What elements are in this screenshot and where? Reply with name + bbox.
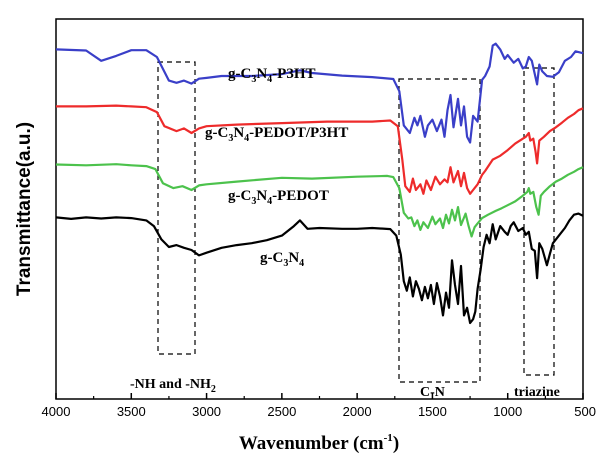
x-tick-label: 2000 — [343, 404, 372, 419]
cn-annotation: C-N — [420, 385, 445, 400]
series-label-g-c3n4: g-C3N4 — [260, 250, 304, 269]
x-tick-label: 3000 — [192, 404, 221, 419]
triazine-region-box — [523, 67, 555, 376]
x-tick-label: 4000 — [42, 404, 71, 419]
x-tick-label: 500 — [574, 404, 596, 419]
x-tick-label: 1500 — [418, 404, 447, 419]
cn-region-box — [398, 78, 481, 383]
x-tick-label: 1000 — [493, 404, 522, 419]
x-axis-ticks: 4000 3500 3000 2500 2000 1500 1000 500 — [42, 393, 596, 419]
y-axis-title: Transmittance(a.u.) — [14, 122, 35, 296]
series-lines — [55, 42, 584, 325]
series-label-pedot: g-C3N4-PEDOT — [228, 188, 329, 207]
nh-annotation: -NH and -NH2 — [130, 377, 216, 395]
x-tick-label: 3500 — [117, 404, 146, 419]
x-tick-label: 2500 — [267, 404, 296, 419]
triazine-annotation: triazine — [514, 385, 560, 400]
nh-region-box — [157, 61, 196, 355]
series-line-pedot — [55, 163, 584, 238]
series-label-p3ht: g-C3N4-P3HT — [228, 66, 316, 85]
series-line-p3ht — [55, 42, 584, 144]
series-label-pedot-p3ht: g-C3N4-PEDOT/P3HT — [205, 125, 348, 144]
series-line-g-c3n4 — [55, 212, 584, 325]
series-line-pedot-p3ht — [56, 104, 584, 195]
x-axis-title: Wavenumber (cm-1) — [239, 432, 399, 454]
plot-frame — [55, 18, 584, 400]
